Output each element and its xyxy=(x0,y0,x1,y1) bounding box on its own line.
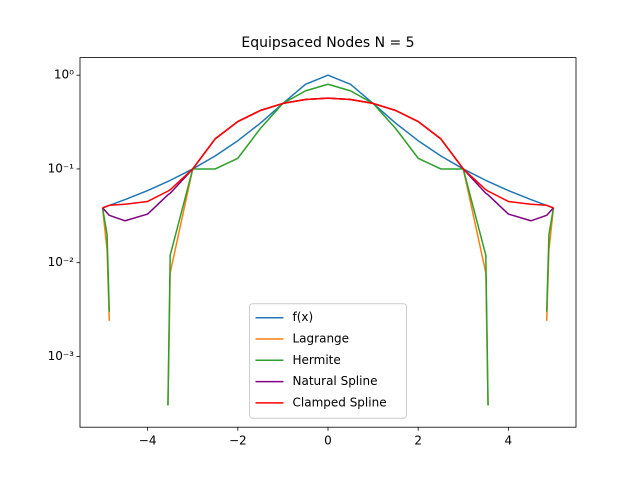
x-tick-label: −4 xyxy=(139,434,157,448)
y-tick-label: 10⁻¹ xyxy=(48,161,75,175)
chart-title: Equipsaced Nodes N = 5 xyxy=(241,35,414,51)
y-tick-label: 10⁻² xyxy=(48,255,75,269)
y-tick-label: 10⁰ xyxy=(54,68,74,82)
x-tick-label: 2 xyxy=(414,434,422,448)
legend-label: Lagrange xyxy=(293,332,350,346)
x-tick-label: 4 xyxy=(505,434,513,448)
legend-label: Natural Spline xyxy=(293,374,378,388)
series-line xyxy=(102,74,554,209)
legend-label: Clamped Spline xyxy=(293,395,387,409)
legend-box xyxy=(249,303,407,419)
legend-label: f(x) xyxy=(293,310,314,324)
plot-lines xyxy=(101,74,555,406)
series-line xyxy=(101,83,555,406)
x-tick-label: −2 xyxy=(229,434,247,448)
y-tick-label: 10⁻³ xyxy=(48,349,75,363)
legend-label: Hermite xyxy=(293,353,341,367)
x-tick-label: 0 xyxy=(324,434,332,448)
series-line xyxy=(102,97,554,209)
